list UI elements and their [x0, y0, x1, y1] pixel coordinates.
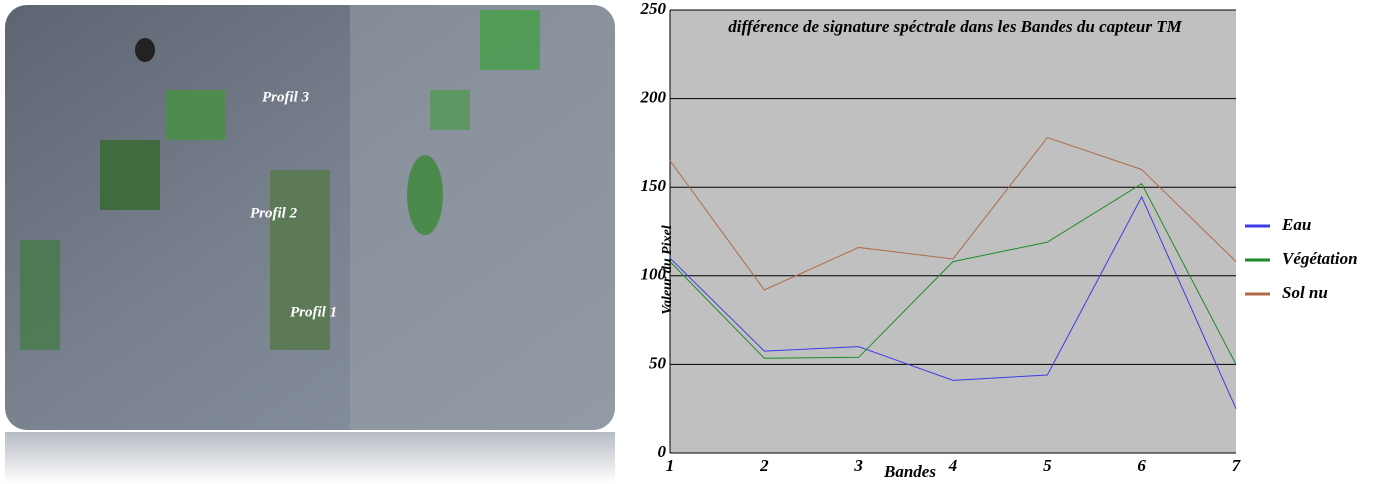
- image-field: [430, 90, 470, 130]
- image-field: [270, 170, 330, 350]
- y-tick-label: 0: [658, 442, 667, 461]
- x-tick-label: 5: [1043, 456, 1052, 475]
- data-line: [669, 182, 1237, 365]
- satellite-image: Profil 3 Profil 2 Profil 1: [5, 5, 615, 484]
- image-field: [407, 155, 443, 235]
- image-label: Profil 3: [262, 89, 310, 105]
- legend-label: Eau: [1281, 215, 1311, 234]
- y-tick-label: 200: [640, 88, 667, 107]
- x-tick-label: 3: [853, 456, 863, 475]
- x-tick-label: 4: [948, 456, 958, 475]
- image-label: Profil 1: [290, 304, 337, 320]
- x-axis-label: Bandes: [883, 462, 936, 481]
- legend-label: Végétation: [1282, 249, 1358, 268]
- image-field: [20, 240, 60, 350]
- image-field: [480, 10, 540, 70]
- image-bright-area: [350, 5, 615, 430]
- plot-area: [670, 10, 1236, 453]
- y-axis-label: Valeur du Pixel: [660, 225, 675, 315]
- y-tick-label: 250: [640, 0, 667, 18]
- data-line: [669, 136, 1237, 291]
- chart-title: différence de signature spéctrale dans l…: [728, 17, 1182, 36]
- legend-label: Sol nu: [1282, 283, 1328, 302]
- y-tick-label: 100: [641, 265, 667, 284]
- image-lake: [135, 38, 155, 62]
- image-label: Profil 2: [250, 205, 298, 221]
- x-tick-label: 2: [759, 456, 769, 475]
- image-reflection: [5, 432, 615, 484]
- image-field: [100, 140, 160, 210]
- image-field: [165, 90, 225, 140]
- y-tick-label: 150: [641, 176, 667, 195]
- x-tick-label: 1: [666, 456, 675, 475]
- x-tick-label: 6: [1137, 456, 1146, 475]
- y-tick-label: 50: [649, 353, 667, 372]
- data-line: [669, 195, 1237, 409]
- x-tick-label: 7: [1232, 456, 1242, 475]
